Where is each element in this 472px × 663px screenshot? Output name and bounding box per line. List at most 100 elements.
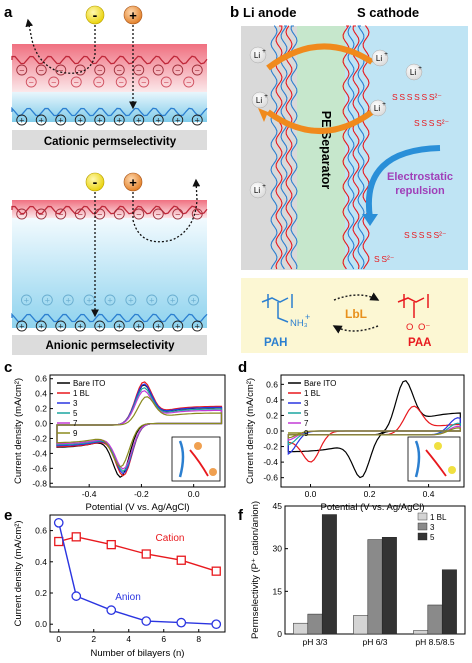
y-tick-label: 0 (277, 629, 282, 639)
svg-text:+: + (264, 93, 268, 100)
chart-d-cv-anion: 0.0 0.2 0.4 -0.6 -0.4 -0.2 0.0 0.2 0.4 0.6 Bare IT… (245, 374, 465, 513)
pah-label: PAH (264, 337, 287, 349)
panel-label-a: a (4, 4, 13, 21)
x-tick-label: 8 (196, 634, 201, 644)
y-tick-label: -0.4 (263, 457, 278, 467)
s-cathode-label: S cathode (357, 5, 419, 20)
svg-text:+: + (86, 296, 91, 306)
anionic-layer-bottom (12, 218, 207, 328)
negative-charge: − (74, 208, 86, 220)
positive-charge: + (113, 114, 125, 126)
legend-label: 1 BL (304, 389, 321, 398)
svg-text:−: − (136, 66, 141, 76)
negative-charge: − (160, 76, 172, 88)
substrate-bottom (12, 335, 207, 355)
legend-swatch (417, 532, 428, 541)
svg-text:−: − (195, 66, 200, 76)
electrostatic-label-2: repulsion (395, 185, 445, 197)
data-point (141, 549, 151, 559)
substrate-top (12, 130, 207, 150)
positive-charge: + (94, 114, 106, 126)
y-tick-label: 0.4 (266, 395, 278, 405)
positive-charge: + (191, 320, 203, 332)
y-tick-label: 0.0 (35, 419, 47, 429)
x-tick-label: 2 (91, 634, 96, 644)
positive-charge: + (83, 294, 95, 306)
negative-charge: − (152, 208, 164, 220)
negative-charge: − (191, 208, 203, 220)
svg-text:Li: Li (376, 54, 382, 63)
panel-label-f: f (238, 507, 244, 524)
legend-label: Bare ITO (73, 379, 105, 388)
data-point (106, 539, 116, 550)
panel-label-c: c (4, 359, 12, 376)
data-point (141, 616, 152, 626)
svg-text:Li: Li (374, 104, 380, 113)
cation-ball-bottom: + (123, 172, 143, 192)
paa-chain (11, 312, 208, 323)
svg-text:+: + (175, 116, 180, 126)
category-label: pH 6/3 (362, 637, 387, 647)
svg-text:+: + (117, 116, 122, 126)
svg-text:-: - (93, 7, 98, 23)
svg-text:−: − (119, 78, 124, 88)
inset-d (407, 436, 461, 482)
cation-reflect-arrow (132, 178, 201, 243)
svg-text:+: + (78, 322, 83, 332)
y-tick-label: 0.0 (266, 426, 278, 436)
anion-ball-top: - (85, 5, 105, 25)
li-cycle-arrow-bottom (266, 109, 374, 134)
y-tick-label: 0.6 (266, 379, 278, 389)
li-ion: Li + (369, 99, 387, 117)
cv-curve (56, 396, 223, 468)
y-tick-label: -0.4 (32, 448, 47, 458)
cv-curve (287, 427, 461, 439)
y-axis-title-e: Current density (mA/cm²) (13, 520, 24, 626)
svg-text:−: − (117, 66, 122, 76)
separator-chain-left (285, 25, 293, 270)
svg-text:+: + (262, 183, 266, 190)
li-ion: Li + (249, 46, 267, 64)
separator-label: PE Separator (319, 111, 333, 190)
svg-text:+: + (305, 312, 310, 322)
panel-label-d: d (238, 359, 247, 376)
lbl-label: LbL (345, 307, 367, 321)
repulsion-arrow (365, 145, 441, 219)
positive-charge: + (133, 114, 145, 126)
separator-chain-left (280, 25, 288, 270)
svg-text:+: + (107, 296, 112, 306)
negative-charge: − (35, 64, 47, 76)
y-tick-label: 0.2 (35, 404, 47, 414)
category-label: pH 8.5/8.5 (415, 637, 454, 647)
x-tick-label: 0.0 (305, 489, 317, 499)
svg-text:Li: Li (254, 51, 260, 60)
data-point (71, 532, 81, 542)
positive-charge: + (188, 294, 200, 306)
y-tick-label: -0.6 (32, 463, 47, 473)
panel-a: a − − − − − − − − − −− − − − − − − −+ + + + + + + + + + Cationic … (4, 4, 208, 355)
negative-charge: − (172, 64, 184, 76)
pah-chain (11, 205, 208, 215)
svg-text:−: − (175, 66, 180, 76)
y-tick-label: 0.6 (35, 526, 47, 536)
data-point (54, 536, 64, 547)
plot-frame (49, 374, 226, 488)
data-point (53, 517, 64, 528)
svg-text:−: − (78, 210, 83, 220)
chart-c-cv-cation: -0.4 -0.2 0.0 -0.8 -0.6 -0.4 -0.2 0.0 0.2 0.4 0.6 B… (13, 374, 226, 513)
svg-text:−: − (74, 78, 79, 88)
svg-text:−: − (156, 210, 161, 220)
positive-charge: + (74, 114, 86, 126)
negative-charge: − (152, 64, 164, 76)
svg-text:−: − (39, 210, 44, 220)
y-tick-label: 45 (273, 501, 283, 511)
legend-label: 3 (73, 399, 78, 408)
svg-text:+: + (156, 322, 161, 332)
svg-text:+: + (156, 116, 161, 126)
svg-text:−: − (97, 66, 102, 76)
svg-text:−: − (58, 66, 63, 76)
negative-charge: − (70, 76, 82, 88)
data-point (106, 605, 117, 616)
